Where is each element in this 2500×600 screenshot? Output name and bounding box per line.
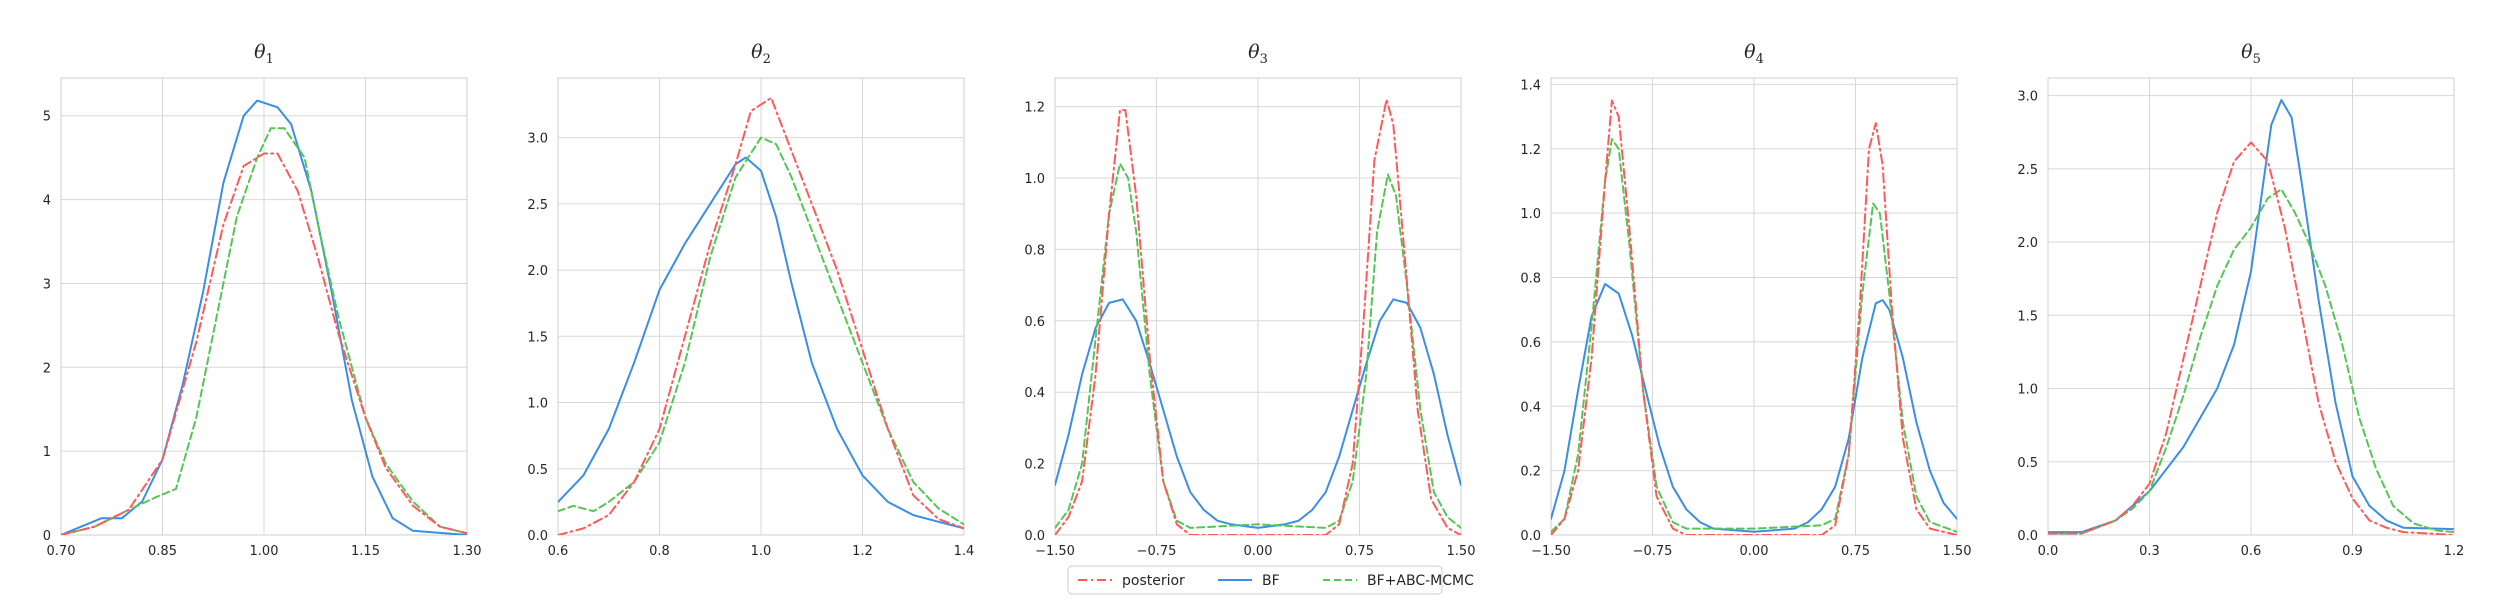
y-tick-label: 2.5	[2017, 163, 2038, 178]
y-tick-label: 0.4	[1024, 386, 1045, 401]
y-tick-label: 1	[43, 445, 51, 460]
y-tick-label: 0.0	[527, 529, 548, 544]
x-tick-label: 1.00	[250, 544, 279, 559]
x-tick-label: 1.30	[453, 544, 482, 559]
panel-title: θ2	[751, 41, 771, 67]
y-tick-label: 0.0	[1520, 529, 1541, 544]
panel-title: θ5	[2241, 41, 2261, 67]
series-line-bf	[61, 99, 467, 535]
y-tick-label: 1.2	[1520, 143, 1541, 158]
y-tick-label: 0.0	[1024, 529, 1045, 544]
series-line-posterior	[1551, 99, 1957, 535]
x-tick-label: 0.9	[2342, 544, 2363, 559]
y-tick-label: 4	[43, 194, 51, 209]
y-tick-label: 3.0	[527, 132, 548, 147]
y-tick-label: 2	[43, 361, 51, 376]
axes-frame	[1054, 77, 1462, 536]
y-tick-label: 0.0	[2017, 529, 2038, 544]
panel-theta-2: 0.6 0.8 1.0 1.2 1.4 0.0 0.5 1.0 1.5 2.0 2.5 3.0 θ2	[527, 41, 974, 559]
y-tick-label: 0.2	[1024, 458, 1045, 473]
x-tick-label: 0.75	[1841, 544, 1870, 559]
y-tick-label: 2.0	[527, 264, 548, 279]
panel-title: θ3	[1248, 41, 1268, 67]
series-line-posterior	[2048, 141, 2454, 535]
panel-theta-4: −1.50 −0.75 0.00 0.75 1.50 0.0 0.2 0.4 0.6 0.8 1.0…	[1520, 41, 1971, 559]
series-line-bf-abc-mcmc	[61, 127, 467, 535]
y-tick-label: 5	[43, 110, 51, 125]
y-tick-label: 1.0	[1024, 172, 1045, 187]
y-tick-label: 0	[43, 529, 51, 544]
x-tick-label: 1.50	[1447, 544, 1476, 559]
y-tick-label: 1.0	[2017, 383, 2038, 398]
series-line-bf	[1551, 283, 1957, 533]
panel-title: θ1	[254, 41, 274, 67]
x-tick-label: 1.0	[751, 544, 772, 559]
x-tick-label: 0.3	[2139, 544, 2160, 559]
y-tick-label: 2.5	[527, 198, 548, 213]
y-tick-label: 1.5	[527, 330, 548, 345]
x-tick-label: −1.50	[1035, 544, 1075, 559]
y-tick-label: 0.5	[527, 463, 548, 478]
y-tick-label: 1.0	[527, 397, 548, 412]
y-tick-label: 0.4	[1520, 400, 1541, 415]
y-tick-label: 1.0	[1520, 207, 1541, 222]
x-tick-label: 0.85	[148, 544, 177, 559]
series-line-posterior	[558, 96, 964, 535]
y-tick-label: 2.0	[2017, 236, 2038, 251]
y-tick-label: 0.6	[1024, 315, 1045, 330]
series-line-bf-abc-mcmc	[2048, 188, 2454, 535]
x-tick-label: 1.4	[954, 544, 975, 559]
x-tick-label: 0.6	[548, 544, 569, 559]
y-tick-label: 3.0	[2017, 90, 2038, 105]
axes-frame	[1550, 77, 1958, 536]
legend-box	[1067, 565, 1443, 595]
axes-frame	[557, 77, 965, 536]
series-line-posterior	[61, 152, 467, 535]
panel-theta-3: −1.50 −0.75 0.00 0.75 1.50 0.0 0.2 0.4 0.6 0.8 1.0…	[1024, 41, 1475, 559]
x-tick-label: −0.75	[1633, 544, 1673, 559]
y-tick-label: 1.4	[1520, 78, 1541, 93]
axes-frame	[2047, 77, 2455, 536]
y-tick-label: 0.5	[2017, 456, 2038, 471]
x-tick-label: 0.70	[47, 544, 76, 559]
legend-label: posterior	[1122, 573, 1185, 589]
y-tick-label: 0.6	[1520, 336, 1541, 351]
x-tick-label: 0.75	[1345, 544, 1374, 559]
x-tick-label: 1.2	[852, 544, 873, 559]
legend: posterior BF BF+ABC-MCMC	[1067, 565, 1474, 595]
series-line-bf	[2048, 99, 2454, 534]
y-tick-label: 1.2	[1024, 101, 1045, 116]
panel-title: θ4	[1744, 41, 1764, 67]
x-tick-label: 0.0	[2038, 544, 2059, 559]
legend-label: BF+ABC-MCMC	[1367, 573, 1474, 589]
x-tick-label: 0.00	[1740, 544, 1769, 559]
x-tick-label: 1.2	[2444, 544, 2465, 559]
series-line-posterior	[1055, 98, 1461, 535]
axes-frame	[60, 77, 468, 536]
y-tick-label: 3	[43, 277, 51, 292]
y-tick-label: 0.8	[1520, 272, 1541, 287]
x-tick-label: 0.8	[649, 544, 670, 559]
y-tick-label: 1.5	[2017, 309, 2038, 324]
x-tick-label: 0.00	[1244, 544, 1273, 559]
panel-theta-5: 0.0 0.3 0.6 0.9 1.2 0.0 0.5 1.0 1.5 2.0 2.5 3.0 θ5	[2017, 41, 2464, 559]
x-tick-label: −0.75	[1137, 544, 1177, 559]
legend-label: BF	[1262, 573, 1280, 589]
series-line-bf	[558, 156, 964, 530]
series-line-bf	[1055, 298, 1461, 529]
x-tick-label: 1.50	[1943, 544, 1972, 559]
panel-theta-1: 0.70 0.85 1.00 1.15 1.30 0 1 2 3 4 5 θ1	[43, 41, 482, 559]
x-tick-label: −1.50	[1531, 544, 1571, 559]
series-line-bf-abc-mcmc	[558, 136, 964, 526]
x-tick-label: 1.15	[351, 544, 380, 559]
y-tick-label: 0.2	[1520, 465, 1541, 480]
y-tick-label: 0.8	[1024, 243, 1045, 258]
x-tick-label: 0.6	[2241, 544, 2262, 559]
